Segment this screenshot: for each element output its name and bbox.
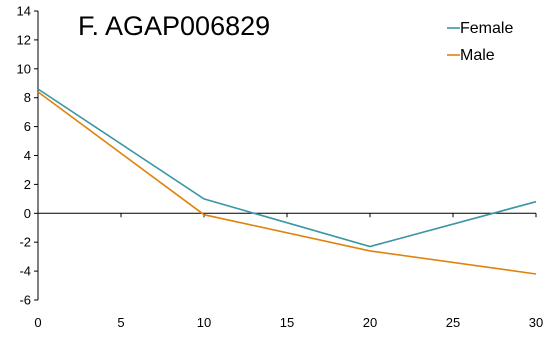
- y-tick-label: 0: [24, 206, 31, 221]
- x-tick-label: 25: [446, 315, 460, 330]
- y-tick-label: -4: [19, 264, 31, 279]
- legend: Female Male: [447, 20, 513, 64]
- y-tick-label: 2: [24, 177, 31, 192]
- x-tick-label: 5: [117, 315, 124, 330]
- series-line-male: [37, 91, 537, 275]
- chart-title: F. AGAP006829: [78, 11, 270, 41]
- y-axis: 14 12 10 8 6 4 2 0 -2 -4 -6: [17, 4, 39, 308]
- x-tick-label: 0: [34, 315, 41, 330]
- series-line-female: [37, 88, 537, 248]
- x-axis: 0 5 10 15 20 25 30: [34, 212, 543, 330]
- y-tick-label: 10: [17, 61, 31, 76]
- x-tick-label: 10: [197, 315, 211, 330]
- y-tick-label: 14: [17, 4, 31, 19]
- x-tick-label: 30: [529, 315, 543, 330]
- y-tick-label: 4: [24, 148, 31, 163]
- legend-label-male: Male: [460, 47, 495, 64]
- y-tick-label: -2: [19, 235, 31, 250]
- x-tick-label: 15: [280, 315, 294, 330]
- legend-label-female: Female: [460, 20, 513, 37]
- y-tick-label: 6: [24, 119, 31, 134]
- series-layer: [37, 88, 537, 275]
- y-tick-label: 8: [24, 90, 31, 105]
- y-tick-label: 12: [17, 32, 31, 47]
- x-tick-label: 20: [363, 315, 377, 330]
- y-tick-label: -6: [19, 293, 31, 308]
